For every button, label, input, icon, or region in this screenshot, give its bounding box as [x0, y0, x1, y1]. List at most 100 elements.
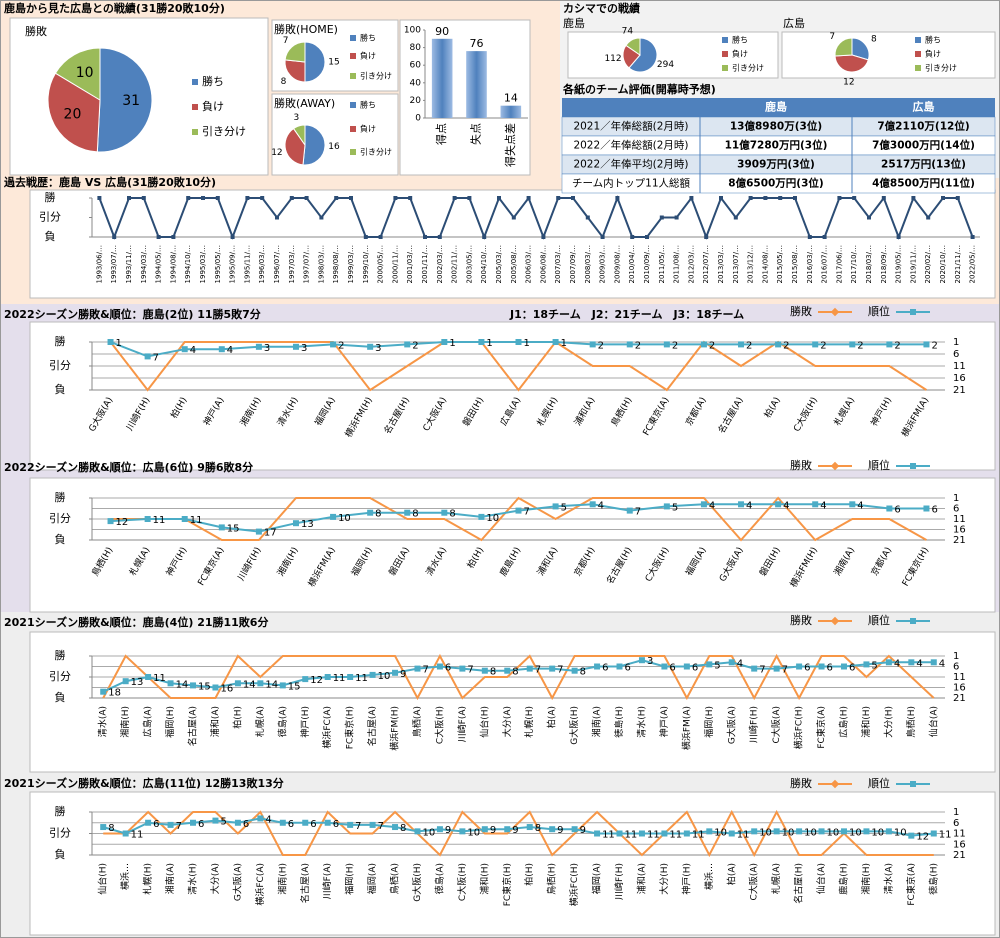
- rank-label: 7: [355, 821, 361, 832]
- rank-label: 6: [310, 819, 316, 830]
- rank-label: 8: [412, 509, 418, 520]
- x-tick-label: 大分(A): [501, 706, 513, 737]
- x-tick-label: 川崎F(A): [321, 863, 333, 899]
- rank-label: 4: [709, 500, 715, 511]
- legend-marker: [910, 781, 916, 787]
- rank-point: [504, 826, 511, 833]
- rank-point: [908, 659, 915, 666]
- x-tick-label: 横浜…: [703, 863, 715, 890]
- x-tick-label: 2017/10/…: [850, 245, 858, 283]
- x-tick-label: 2020/02/…: [924, 245, 932, 283]
- x-tick-label: 名古屋(H): [793, 863, 805, 904]
- series-line: [110, 496, 927, 542]
- point: [186, 196, 191, 200]
- x-tick-label: 福岡(H): [344, 863, 356, 895]
- rank-point: [526, 665, 533, 672]
- legend-swatch: [722, 65, 728, 71]
- y-tick-label: 100: [404, 26, 421, 36]
- x-tick-label: 失点: [470, 123, 483, 145]
- rank-label: 8: [512, 667, 518, 678]
- rank-point: [700, 501, 707, 508]
- legend-label: 順位: [868, 776, 890, 790]
- x-tick-label: 2015/08/…: [791, 245, 799, 283]
- rank-label: 10: [714, 827, 727, 838]
- y2-tick-label: 1: [953, 493, 959, 504]
- point: [837, 196, 842, 200]
- x-tick-label: 2017/06/…: [835, 245, 843, 283]
- legend-label: 順位: [868, 458, 890, 472]
- pie-title: 勝敗(AWAY): [274, 96, 335, 110]
- y-tick-label: 負: [55, 383, 66, 396]
- x-tick-label: 2013/12/…: [747, 245, 755, 283]
- point: [704, 235, 709, 239]
- rank-point: [414, 665, 421, 672]
- panel: [29, 321, 996, 471]
- legend-marker: [910, 463, 916, 469]
- slice-label: 8: [871, 34, 877, 44]
- rank-point: [212, 817, 219, 824]
- rank-point: [751, 828, 758, 835]
- x-tick-label: 2013/07/…: [732, 245, 740, 283]
- chart-title: 2021シーズン勝敗&順位：鹿島(4位) 21勝11敗6分: [4, 615, 268, 629]
- x-tick-label: 2012/03/…: [687, 245, 695, 283]
- legend-label: 引き分け: [360, 72, 392, 81]
- point: [334, 196, 339, 200]
- point: [748, 196, 753, 200]
- rank-point: [738, 341, 745, 348]
- panel: [29, 631, 996, 773]
- legend-marker: [910, 309, 916, 315]
- rank-point: [775, 501, 782, 508]
- rank-point: [107, 339, 114, 345]
- rank-label: 1: [486, 338, 492, 349]
- point: [763, 196, 768, 200]
- rank-label: 9: [445, 825, 451, 836]
- rank-label: 5: [871, 660, 877, 671]
- point: [778, 196, 783, 200]
- x-tick-label: 川崎F(A): [456, 706, 468, 742]
- x-tick-label: 2016/03/…: [806, 245, 814, 283]
- legend-label: 引き分け: [925, 64, 957, 73]
- x-tick-label: 清水(H): [187, 863, 199, 895]
- x-tick-label: 1995/05/…: [214, 245, 222, 283]
- legend-label: 負け: [360, 51, 376, 61]
- x-tick-label: G大阪(H): [411, 863, 423, 902]
- pie-slice: [284, 127, 306, 166]
- rank-point: [923, 341, 930, 348]
- x-tick-label: 2012/07/…: [702, 245, 710, 283]
- rank-point: [706, 828, 713, 835]
- rank-label: 2: [709, 340, 715, 351]
- x-tick-label: G大阪(A): [725, 706, 737, 744]
- rank-point: [515, 507, 522, 514]
- rank-label: 3: [264, 343, 270, 354]
- x-tick-label: 2014/08/…: [761, 245, 769, 283]
- rank-point: [257, 680, 264, 687]
- rank-point: [923, 505, 930, 512]
- x-tick-label: 2005/08/…: [510, 245, 518, 283]
- point: [970, 235, 975, 239]
- x-tick-label: 浦和(H): [860, 706, 872, 738]
- point: [615, 196, 620, 200]
- slice-label: 3: [293, 113, 299, 123]
- x-tick-label: 仙台(A): [927, 706, 939, 737]
- rank-point: [775, 341, 782, 348]
- point: [482, 235, 487, 239]
- rank-label: 14: [265, 679, 278, 690]
- point: [423, 235, 427, 239]
- rank-label: 4: [746, 500, 752, 511]
- rank-label: 7: [524, 507, 530, 518]
- rank-point: [330, 513, 337, 520]
- legend-swatch: [350, 126, 356, 132]
- rank-label: 1: [561, 338, 567, 349]
- rank-point: [885, 828, 892, 835]
- rank-label: 8: [490, 667, 496, 678]
- point: [941, 196, 945, 200]
- rank-point: [663, 503, 670, 510]
- rank-label: 15: [227, 523, 240, 534]
- rank-point: [481, 826, 488, 833]
- rank-point: [392, 824, 399, 831]
- rank-label: 5: [672, 502, 678, 513]
- x-tick-label: 2008/03/…: [584, 245, 592, 283]
- x-tick-label: FC東京(H): [344, 706, 356, 749]
- rank-label: 4: [894, 658, 900, 669]
- rank-point: [594, 663, 601, 670]
